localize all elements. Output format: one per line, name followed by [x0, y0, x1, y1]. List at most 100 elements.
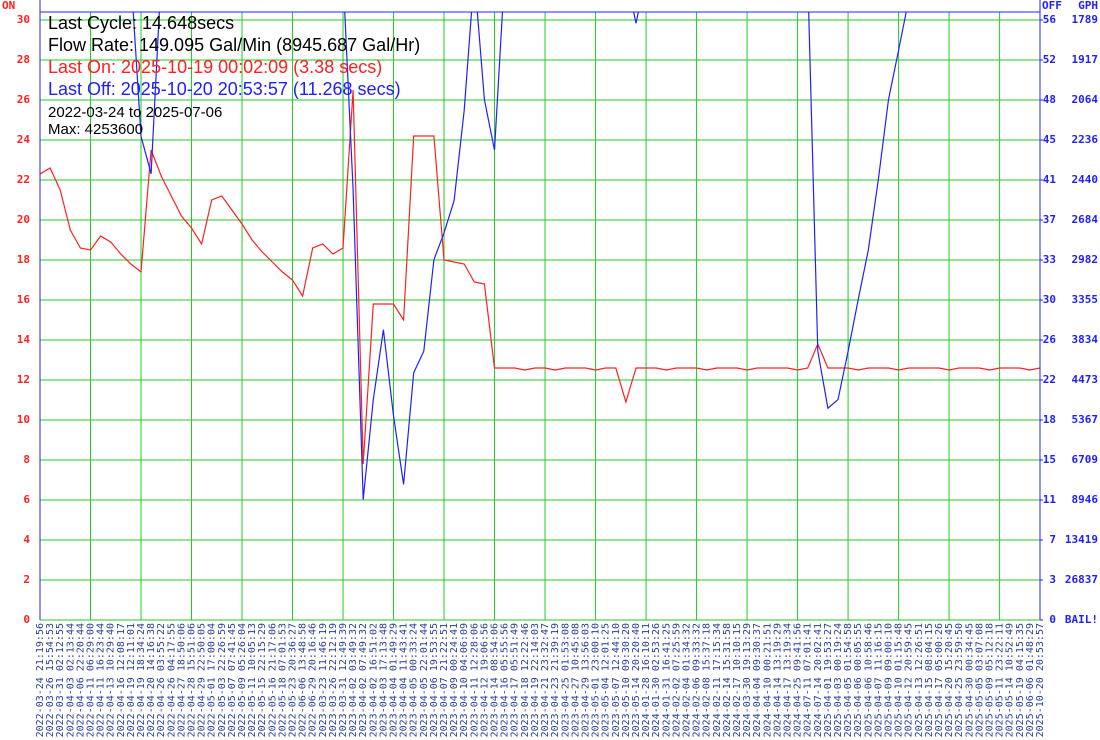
- x-tick-label: 2023-04-18 12:22:46: [520, 623, 531, 737]
- x-tick-label: 2025-05-09 05:12:18: [984, 623, 995, 737]
- gph-tick-label: 13419: [1065, 533, 1098, 546]
- x-tick-label: 2022-05-15 22:15:29: [257, 623, 268, 737]
- x-tick-label: 2023-03-26 22:12:19: [328, 623, 339, 737]
- x-tick-label: 2023-04-03 17:13:48: [378, 623, 389, 737]
- x-tick-label: 2022-05-23 20:36:27: [288, 623, 299, 737]
- x-tick-label: 2024-04-25 09:41:56: [793, 623, 804, 737]
- x-tick-label: 2022-03-24 21:19:56: [35, 623, 46, 737]
- x-tick-label: 2022-04-29 22:50:05: [197, 623, 208, 737]
- y2-tick-label: 30: [1043, 293, 1056, 306]
- x-tick-label: 2025-04-13 12:26:51: [914, 623, 925, 737]
- x-tick-label: 2024-04-14 13:19:29: [772, 623, 783, 737]
- x-tick-label: 2022-04-11 06:29:00: [86, 623, 97, 737]
- gph-axis-label: GPH: [1078, 0, 1098, 12]
- x-tick-label: 2025-04-07 11:16:15: [873, 623, 884, 737]
- x-tick-label: 2023-04-02 03:49:32: [348, 623, 359, 737]
- x-tick-label: 2025-05-19 04:15:35: [1015, 623, 1026, 737]
- y-tick-label: 30: [17, 13, 30, 26]
- gph-tick-label: 1789: [1072, 13, 1099, 26]
- x-tick-label: 2025-05-14 10:52:49: [1005, 623, 1016, 737]
- x-tick-label: 2023-04-29 13:56:03: [580, 623, 591, 737]
- x-tick-label: 2025-04-03 00:19:24: [833, 623, 844, 737]
- x-tick-label: 2024-01-28 16:10:11: [641, 623, 652, 737]
- series-line: [132, 12, 907, 500]
- x-tick-label: 2024-04-04 09:30:37: [752, 623, 763, 737]
- gph-tick-label: 2064: [1072, 93, 1099, 106]
- x-tick-label: 2023-04-25 01:53:08: [560, 623, 571, 737]
- annotation: Last Off: 2025-10-20 20:53:57 (11.268 se…: [48, 79, 401, 99]
- x-tick-label: 2023-03-31 12:49:39: [338, 623, 349, 737]
- x-tick-label: 2022-03-26 15:54:53: [45, 623, 56, 737]
- y-axis-label: ON: [2, 0, 15, 12]
- gph-tick-label: 3355: [1072, 293, 1099, 306]
- x-tick-label: 2023-04-04 01:49:29: [389, 623, 400, 737]
- y2-tick-label: 37: [1043, 213, 1056, 226]
- x-tick-label: 2025-04-15 08:04:15: [924, 623, 935, 737]
- x-tick-label: 2023-04-04 11:43:41: [399, 623, 410, 737]
- x-tick-label: 2024-07-14 20:02:41: [813, 623, 824, 737]
- y2-tick-label: 7: [1049, 533, 1056, 546]
- series-line: [40, 89, 1040, 465]
- x-tick-label: 2024-01-31 16:41:25: [661, 623, 672, 737]
- x-tick-label: 2024-04-17 13:19:34: [782, 623, 793, 737]
- x-tick-label: 2024-02-04 01:34:32: [681, 623, 692, 737]
- y2-tick-label: 3: [1049, 573, 1056, 586]
- x-tick-label: 2025-06-06 01:48:29: [1025, 623, 1036, 737]
- x-tick-label: 2022-04-20 14:16:38: [146, 623, 157, 737]
- x-tick-label: 2022-05-18 07:01:53: [277, 623, 288, 737]
- x-tick-label: 2023-04-27 10:45:08: [570, 623, 581, 737]
- y-tick-label: 10: [17, 413, 30, 426]
- gph-tick-label: 3834: [1072, 333, 1099, 346]
- y-tick-label: 14: [17, 333, 31, 346]
- gph-tick-label: 4473: [1072, 373, 1099, 386]
- x-tick-label: 2022-04-27 18:50:06: [176, 623, 187, 737]
- x-tick-label: 2022-04-28 15:51:06: [187, 623, 198, 737]
- x-tick-label: 2024-07-11 07:01:41: [803, 623, 814, 737]
- x-tick-label: 2024-01-30 02:53:26: [651, 623, 662, 737]
- x-tick-label: 2023-04-14 08:54:06: [490, 623, 501, 737]
- y2-tick-label: 41: [1043, 173, 1057, 186]
- y-tick-label: 8: [23, 453, 30, 466]
- y2-tick-label: 52: [1043, 53, 1056, 66]
- y-tick-label: 20: [17, 213, 30, 226]
- gph-tick-label: 2684: [1072, 213, 1099, 226]
- x-tick-label: 2025-04-06 00:05:55: [853, 623, 864, 737]
- x-tick-label: 2024-02-02 07:25:59: [671, 623, 682, 737]
- x-tick-label: 2024-02-17 10:10:15: [732, 623, 743, 737]
- x-tick-label: 2023-05-04 12:01:25: [601, 623, 612, 737]
- x-tick-label: 2023-05-01 23:00:10: [591, 623, 602, 737]
- y-tick-label: 6: [23, 493, 30, 506]
- gph-tick-label: 2236: [1072, 133, 1099, 146]
- y-tick-label: 2: [23, 573, 30, 586]
- x-tick-label: 2022-04-06 22:20:44: [75, 623, 86, 737]
- y2-tick-label: 26: [1043, 333, 1057, 346]
- y2-tick-label: 15: [1043, 453, 1056, 466]
- x-tick-label: 2024-02-06 09:33:32: [692, 623, 703, 737]
- x-tick-label: 2024-02-14 15:31:58: [722, 623, 733, 737]
- x-tick-label: 2023-04-17 05:51:49: [510, 623, 521, 737]
- x-tick-label: 2022-05-01 17:00:04: [207, 623, 218, 737]
- y-tick-label: 12: [17, 373, 30, 386]
- x-tick-label: 2025-04-12 20:59:45: [904, 623, 915, 737]
- x-tick-label: 2022-04-13 10:29:40: [106, 623, 117, 737]
- x-tick-label: 2022-03-31 02:12:55: [55, 623, 66, 737]
- x-tick-label: 2023-05-10 09:30:20: [621, 623, 632, 737]
- annotation: Flow Rate: 149.095 Gal/Min (8945.687 Gal…: [48, 35, 420, 55]
- x-tick-label: 2023-04-07 21:22:51: [439, 623, 450, 737]
- y-tick-label: 22: [17, 173, 30, 186]
- x-tick-label: 2022-04-26 04:17:55: [166, 623, 177, 737]
- x-tick-label: 2023-04-11 12:28:06: [469, 623, 480, 737]
- x-tick-label: 2022-05-03 22:26:59: [217, 623, 228, 737]
- gph-tick-label: 5367: [1072, 413, 1099, 426]
- x-tick-label: 2025-04-05 01:54:58: [843, 623, 854, 737]
- y-tick-label: 28: [17, 53, 30, 66]
- y2-tick-label: 11: [1043, 493, 1057, 506]
- annotation: Last Cycle: 14.648secs: [48, 13, 234, 33]
- gph-tick-label: 6709: [1072, 453, 1099, 466]
- note: 2022-03-24 to 2025-07-06: [48, 104, 222, 121]
- gph-tick-label: 1917: [1072, 53, 1099, 66]
- x-tick-label: 2023-04-12 19:06:56: [479, 623, 490, 737]
- y-tick-label: 16: [17, 293, 31, 306]
